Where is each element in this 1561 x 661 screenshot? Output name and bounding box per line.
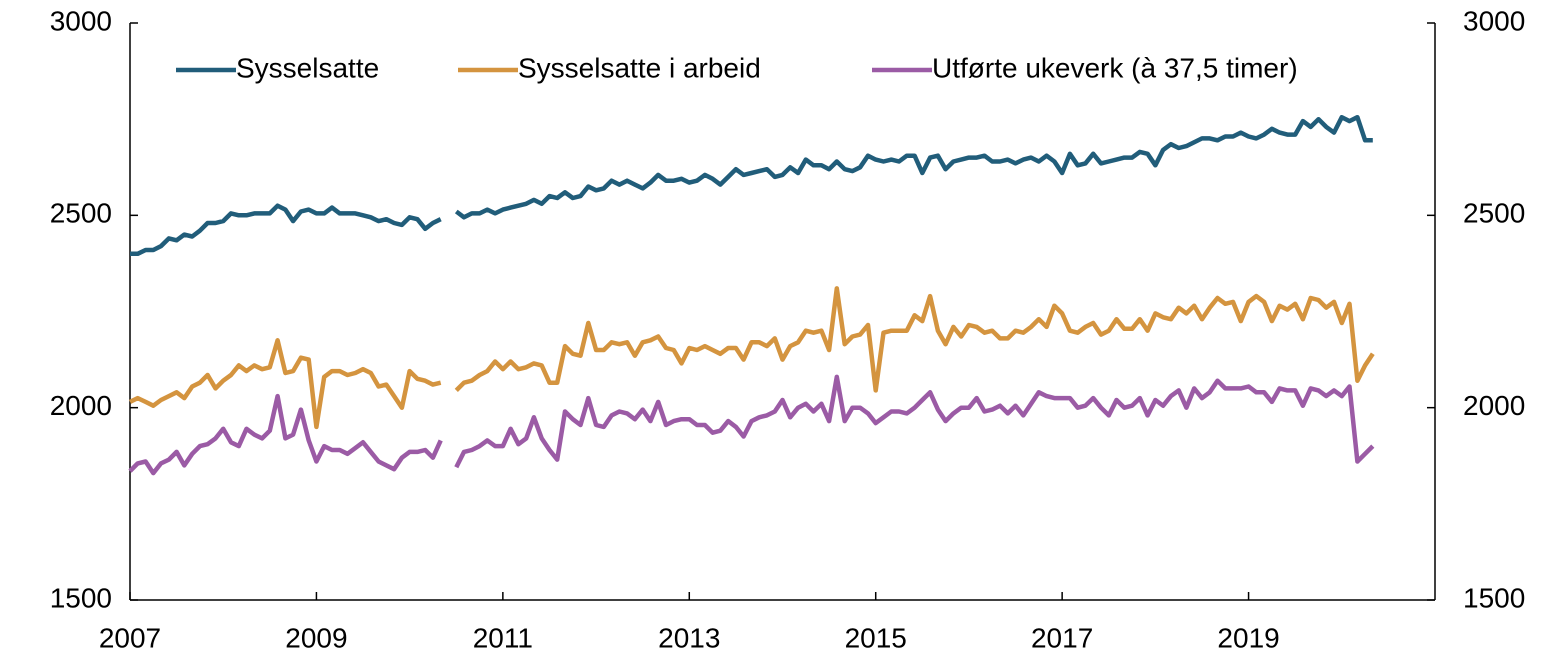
y-tick-label: 2000 [50,390,112,421]
y2-tick-label: 2000 [1463,390,1525,421]
x-tick-label: 2017 [1031,622,1093,653]
series-line [129,286,1375,430]
y-tick-label: 1500 [50,582,112,613]
series-line [128,374,1375,476]
x-tick-label: 2013 [658,622,720,653]
legend-label: Sysselsatte i arbeid [518,52,761,83]
y-tick-label: 2500 [50,198,112,229]
y-tick-label: 3000 [50,5,112,36]
legend-label: Sysselsatte [236,52,379,83]
legend-label: Utførte ukeverk (à 37,5 timer) [932,52,1298,83]
series-line [130,114,1373,257]
y2-tick-label: 2500 [1463,198,1525,229]
y2-tick-label: 1500 [1463,582,1525,613]
x-tick-label: 2007 [99,622,161,653]
x-tick-label: 2015 [845,622,907,653]
x-tick-label: 2009 [285,622,347,653]
x-tick-label: 2019 [1217,622,1279,653]
y2-tick-label: 3000 [1463,5,1525,36]
x-tick-label: 2011 [473,622,533,653]
